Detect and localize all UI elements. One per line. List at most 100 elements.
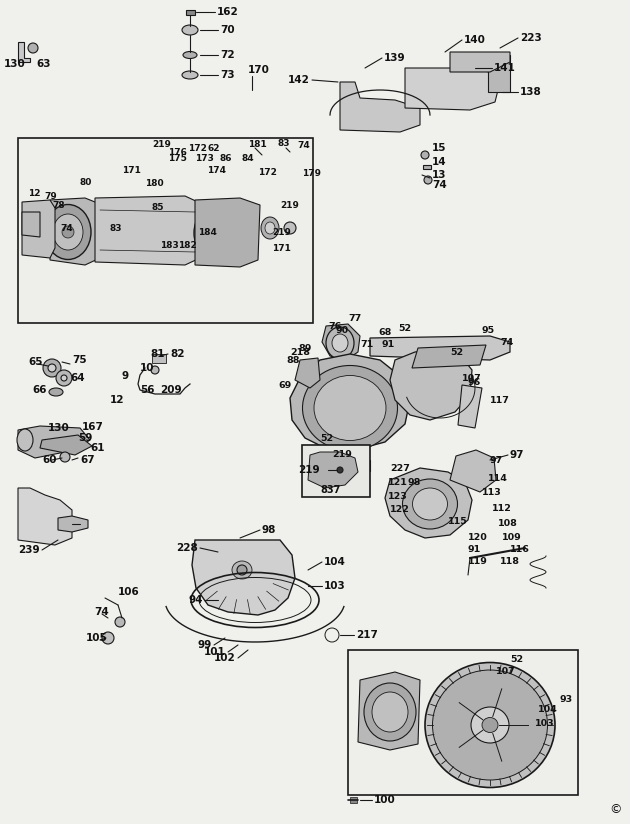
Ellipse shape [49, 388, 63, 396]
Polygon shape [192, 540, 295, 615]
Text: 171: 171 [122, 166, 141, 175]
Text: 172: 172 [188, 143, 207, 152]
Text: 107: 107 [462, 373, 482, 382]
Text: 76: 76 [328, 321, 341, 330]
Circle shape [284, 222, 296, 234]
Polygon shape [340, 82, 420, 132]
Polygon shape [308, 452, 358, 488]
Text: 119: 119 [468, 558, 488, 567]
Polygon shape [58, 516, 88, 532]
Text: 219: 219 [280, 200, 299, 209]
Text: 69: 69 [278, 381, 291, 390]
Text: 52: 52 [398, 324, 411, 333]
Text: 10: 10 [140, 363, 154, 373]
Text: 170: 170 [248, 65, 270, 75]
Text: 219: 219 [152, 139, 171, 148]
Text: 67: 67 [80, 455, 94, 465]
Circle shape [28, 43, 38, 53]
Text: 13: 13 [432, 170, 447, 180]
Circle shape [211, 226, 225, 240]
Circle shape [56, 370, 72, 386]
Text: 115: 115 [448, 517, 467, 527]
Text: 181: 181 [248, 139, 266, 148]
Ellipse shape [314, 376, 386, 441]
Text: 227: 227 [390, 464, 410, 472]
Text: 84: 84 [242, 153, 255, 162]
Polygon shape [195, 198, 260, 267]
Text: 104: 104 [538, 705, 558, 714]
Text: 217: 217 [356, 630, 378, 640]
Text: 182: 182 [178, 241, 197, 250]
Text: 72: 72 [220, 50, 234, 60]
Circle shape [424, 176, 432, 184]
Polygon shape [290, 354, 410, 450]
Polygon shape [18, 426, 90, 458]
Text: 52: 52 [320, 433, 333, 442]
Text: 15: 15 [432, 143, 447, 153]
Text: 89: 89 [298, 344, 311, 353]
Text: 12: 12 [110, 395, 125, 405]
Text: 108: 108 [498, 519, 518, 528]
Polygon shape [50, 198, 100, 265]
Text: 14: 14 [432, 157, 447, 167]
Text: 94: 94 [188, 595, 203, 605]
Text: 107: 107 [496, 667, 516, 677]
Circle shape [48, 364, 56, 372]
Polygon shape [22, 212, 40, 237]
Bar [302, 445, 370, 497]
Ellipse shape [302, 366, 398, 451]
Ellipse shape [53, 214, 83, 250]
Text: 60: 60 [42, 455, 57, 465]
Circle shape [115, 617, 125, 627]
Circle shape [421, 151, 429, 159]
Text: 162: 162 [217, 7, 239, 17]
Text: 95: 95 [482, 325, 495, 335]
Text: 9: 9 [122, 371, 129, 381]
Polygon shape [295, 358, 320, 388]
Bar [186, 10, 195, 15]
Text: 100: 100 [374, 795, 396, 805]
Text: 172: 172 [258, 167, 277, 176]
Text: 66: 66 [32, 385, 47, 395]
Bar [152, 354, 166, 363]
Text: 65: 65 [28, 357, 42, 367]
Text: 112: 112 [492, 503, 512, 513]
Polygon shape [488, 55, 510, 92]
Text: 74: 74 [500, 338, 513, 347]
Ellipse shape [45, 204, 91, 260]
Text: 114: 114 [488, 474, 508, 483]
Circle shape [61, 375, 67, 381]
Text: 97: 97 [510, 450, 525, 460]
Ellipse shape [182, 71, 198, 79]
Polygon shape [450, 52, 510, 72]
Text: 62: 62 [208, 143, 220, 152]
Polygon shape [18, 488, 72, 545]
Text: 219: 219 [272, 227, 291, 236]
Text: 93: 93 [560, 695, 573, 705]
Polygon shape [412, 345, 486, 368]
Text: 123: 123 [388, 491, 408, 500]
Text: 209: 209 [160, 385, 181, 395]
Ellipse shape [433, 670, 547, 780]
Text: 121: 121 [388, 477, 408, 486]
Text: 91: 91 [382, 339, 395, 349]
Polygon shape [370, 336, 510, 360]
Bar [18, 138, 313, 323]
Text: 120: 120 [468, 533, 488, 542]
Text: 176: 176 [168, 147, 187, 157]
Text: 98: 98 [408, 477, 421, 486]
Text: 219: 219 [332, 450, 352, 458]
Text: 117: 117 [490, 396, 510, 405]
Text: 61: 61 [90, 443, 105, 453]
Circle shape [337, 467, 343, 473]
Text: 174: 174 [207, 166, 226, 175]
Ellipse shape [471, 707, 509, 743]
Text: 184: 184 [198, 227, 217, 236]
Polygon shape [322, 324, 360, 360]
Polygon shape [95, 196, 200, 265]
Ellipse shape [326, 327, 354, 359]
Text: 82: 82 [170, 349, 185, 359]
Text: 109: 109 [502, 533, 522, 542]
Text: 141: 141 [494, 63, 516, 73]
Text: 74: 74 [94, 607, 109, 617]
